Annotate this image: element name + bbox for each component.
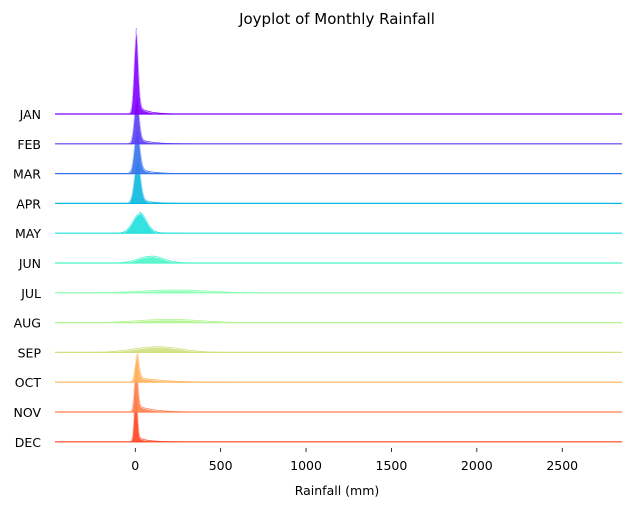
ridge-edge-jan (55, 29, 622, 116)
x-axis-label: Rainfall (mm) (295, 483, 380, 498)
x-tick-label: 0 (131, 458, 139, 473)
month-label-oct: OCT (15, 375, 42, 390)
month-label-jun: JUN (18, 256, 41, 271)
ridge-edge-oct (55, 351, 622, 384)
ridge-edge-dec (55, 387, 622, 443)
ridge-edge-apr (55, 160, 622, 205)
ridge-edge-mar (55, 127, 622, 175)
ridge-edge-feb (55, 96, 622, 145)
ridge-area-jan (55, 28, 622, 115)
ridge-feb (55, 96, 622, 145)
ridges (55, 28, 622, 443)
ridge-apr (55, 159, 622, 205)
ridge-area-may (55, 211, 622, 234)
x-tick-label: 2000 (461, 458, 493, 473)
x-tick-label: 1500 (376, 458, 408, 473)
ridge-area-dec (55, 386, 622, 443)
ridge-mar (55, 126, 622, 175)
month-labels: JAN FEB MAR APR MAY JUN JUL AUG SEP OCT NOV DEC (13, 107, 41, 450)
ridge-nov (55, 357, 622, 414)
month-label-nov: NOV (13, 405, 41, 420)
ridge-edge-nov (55, 357, 622, 414)
chart-title: Joyplot of Monthly Rainfall (238, 10, 435, 28)
ridge-may (55, 211, 622, 235)
ridge-area-jun (55, 255, 622, 264)
ridge-edge-aug (55, 319, 622, 324)
ridge-edge-jun (55, 256, 622, 265)
ridge-area-sep (55, 346, 622, 353)
x-tick-label: 2500 (546, 458, 578, 473)
ridge-jul (55, 289, 622, 294)
ridge-jun (55, 255, 622, 265)
ridge-dec (55, 386, 622, 443)
month-label-dec: DEC (15, 435, 42, 450)
month-label-sep: SEP (18, 345, 42, 360)
month-label-mar: MAR (13, 167, 41, 182)
month-label-apr: APR (16, 196, 41, 211)
ridge-sep (55, 346, 622, 354)
month-label-jul: JUL (20, 286, 41, 301)
x-tick-label: 500 (209, 458, 233, 473)
ridge-edge-sep (55, 347, 622, 354)
month-label-feb: FEB (17, 137, 41, 152)
ridge-jan (55, 28, 622, 116)
ridge-edge-may (55, 212, 622, 235)
x-axis-ticks: 0 500 1000 1500 2000 2500 (131, 448, 578, 473)
month-label-jan: JAN (19, 107, 41, 122)
month-label-may: MAY (15, 226, 41, 241)
ridge-aug (55, 318, 622, 324)
month-label-aug: AUG (14, 316, 41, 331)
x-tick-label: 1000 (290, 458, 322, 473)
ridge-area-oct (55, 350, 622, 383)
ridge-edge-jul (55, 290, 622, 294)
ridge-oct (55, 350, 622, 384)
